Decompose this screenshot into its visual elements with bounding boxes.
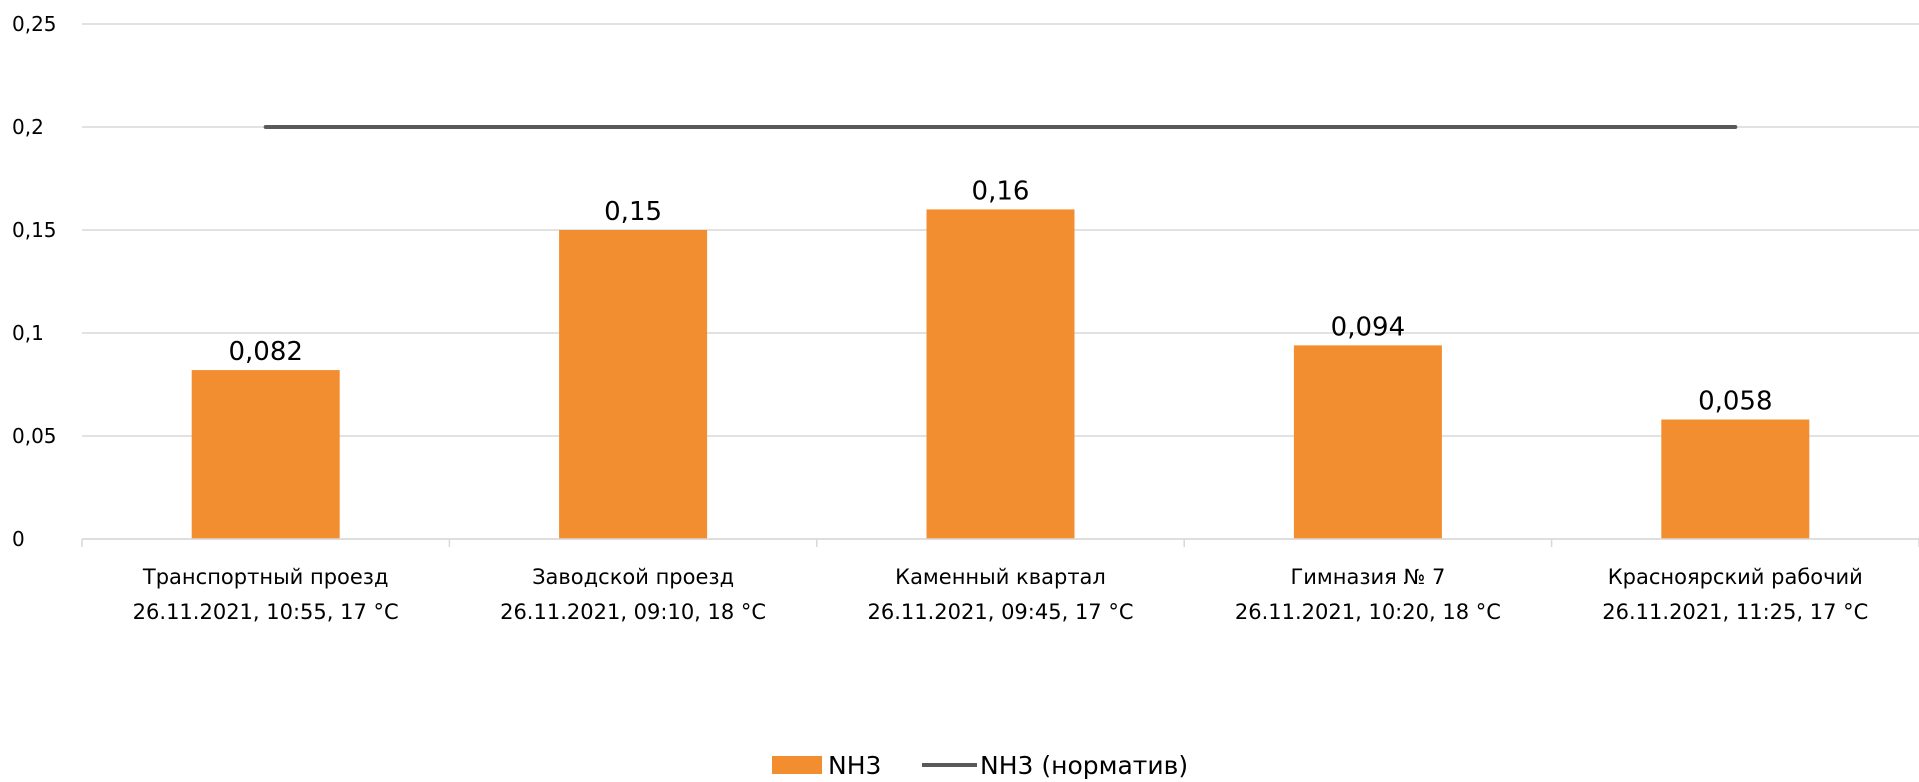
bar <box>191 370 340 539</box>
category-details: 26.11.2021, 10:20, 18 °C <box>1235 600 1501 624</box>
y-tick-label: 0,1 <box>12 321 44 345</box>
bar <box>926 209 1075 539</box>
legend-label-line: NH3 (норматив) <box>980 751 1188 780</box>
data-label: 0,058 <box>1698 387 1772 417</box>
legend-swatch-bar <box>772 756 822 774</box>
category-name: Каменный квартал <box>895 565 1106 589</box>
data-label: 0,16 <box>972 176 1030 206</box>
category-label: Красноярский рабочий 26.11.2021, 11:25, 1… <box>1602 565 1868 624</box>
category-details: 26.11.2021, 09:10, 18 °C <box>500 600 766 624</box>
category-details: 26.11.2021, 09:45, 17 °C <box>867 600 1133 624</box>
bar <box>1293 345 1442 539</box>
category-name: Гимназия № 7 <box>1290 565 1445 589</box>
y-tick-label: 0 <box>12 527 25 551</box>
category-name: Транспортный проезд <box>142 565 389 589</box>
legend-label-bar: NH3 <box>828 751 881 780</box>
category-details: 26.11.2021, 10:55, 17 °C <box>133 600 399 624</box>
data-labels: 0,082 0,15 0,16 0,094 0,058 <box>228 176 1772 416</box>
data-label: 0,15 <box>604 197 662 227</box>
data-label: 0,094 <box>1331 312 1405 342</box>
category-label: Транспортный проезд 26.11.2021, 10:55, 17… <box>133 565 399 624</box>
y-tick-label: 0,15 <box>12 218 57 242</box>
category-details: 26.11.2021, 11:25, 17 °C <box>1602 600 1868 624</box>
y-tick-label: 0,2 <box>12 115 44 139</box>
category-name: Красноярский рабочий <box>1608 565 1863 589</box>
x-axis: Транспортный проезд 26.11.2021, 10:55, 17… <box>81 538 1919 624</box>
bar <box>559 230 708 539</box>
y-tick-label: 0,25 <box>12 12 57 36</box>
category-label: Заводской проезд 26.11.2021, 09:10, 18 °C <box>500 565 766 624</box>
bar <box>1661 419 1810 539</box>
category-label: Гимназия № 7 26.11.2021, 10:20, 18 °C <box>1235 565 1501 624</box>
category-name: Заводской проезд <box>532 565 734 589</box>
y-tick-label: 0,05 <box>12 424 57 448</box>
bars <box>191 209 1810 539</box>
data-label: 0,082 <box>228 337 302 367</box>
legend: NH3 NH3 (норматив) <box>772 751 1188 780</box>
category-label: Каменный квартал 26.11.2021, 09:45, 17 °C <box>867 565 1133 624</box>
y-axis-ticks: 0 0,05 0,1 0,15 0,2 0,25 <box>12 12 57 551</box>
